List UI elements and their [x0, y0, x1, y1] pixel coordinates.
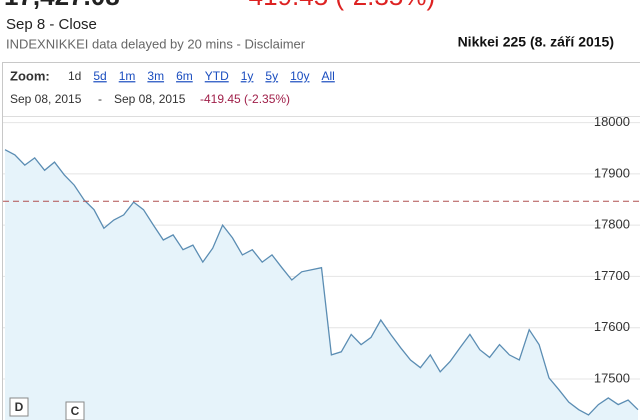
price: 17,427.08: [4, 0, 120, 11]
source: INDEXNIKKEI data delayed by 20 mins - Di…: [6, 36, 306, 51]
flag[interactable]: [9, 397, 29, 417]
zoom-option[interactable]: 5y: [265, 69, 278, 83]
date-from: Sep 08, 2015: [10, 92, 82, 106]
zoom-option[interactable]: 1d: [68, 69, 81, 83]
caption: Nikkei 225 (8. září 2015): [458, 34, 614, 50]
y-tick-label: 17500: [594, 370, 630, 385]
price-change: -419.45 (-2.35%): [240, 0, 435, 11]
y-tick-label: 17900: [594, 165, 630, 180]
zoom-option[interactable]: All: [321, 69, 334, 83]
y-tick-label: 18000: [594, 114, 630, 129]
zoom-option[interactable]: YTD: [205, 69, 229, 83]
zoom-option[interactable]: 1y: [241, 69, 254, 83]
plot: 18000 17900 17800 17700 17600 17500 D C: [3, 114, 640, 420]
flag[interactable]: [65, 401, 85, 420]
flag-label: D: [15, 400, 24, 414]
zoom-option[interactable]: 1m: [119, 69, 136, 83]
zoom-option[interactable]: 3m: [147, 69, 164, 83]
zoom-label: Zoom:: [10, 68, 50, 83]
flag-label: C: [71, 404, 80, 418]
range-change: -419.45 (-2.35%): [200, 92, 290, 106]
y-tick-label: 17700: [594, 268, 630, 283]
session: Sep 8 - Close: [6, 16, 97, 33]
y-tick-label: 17800: [594, 217, 630, 232]
area: [5, 149, 638, 420]
zoom-option[interactable]: 6m: [176, 69, 193, 83]
zoom-option[interactable]: 5d: [93, 69, 106, 83]
y-tick-label: 17600: [594, 319, 630, 334]
date-separator: -: [98, 92, 102, 106]
zoom-option[interactable]: 10y: [290, 69, 309, 83]
line: [4, 149, 639, 416]
date-to: Sep 08, 2015: [114, 92, 186, 106]
